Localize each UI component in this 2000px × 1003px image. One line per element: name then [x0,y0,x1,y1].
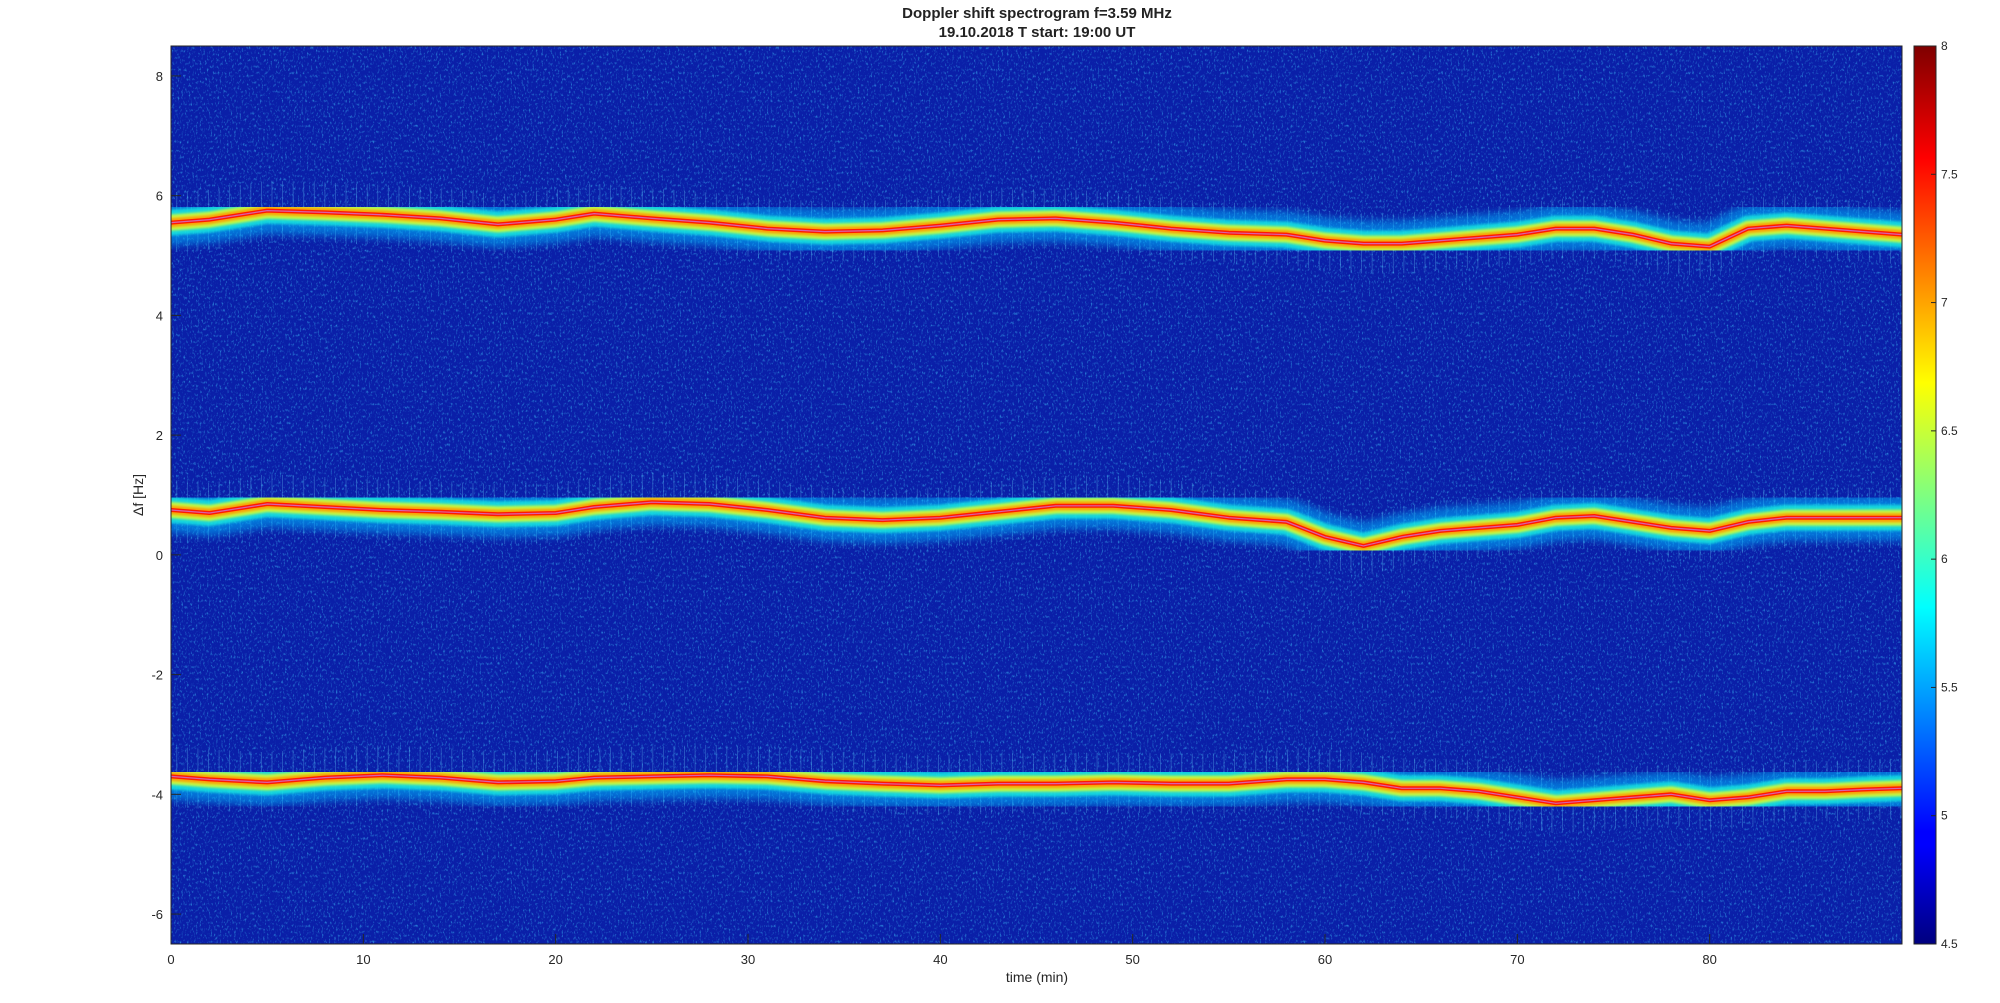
colorbar-tick-label: 4.5 [1941,937,1958,951]
y-tick-label: 0 [156,548,163,563]
y-tick-label: -6 [151,907,163,922]
colorbar-gradient [1913,45,1937,945]
y-tick-label: -2 [151,668,163,683]
plot-area [170,45,1903,945]
colorbar-tick-label: 6.5 [1941,424,1958,438]
x-tick-label: 40 [933,952,947,967]
doppler-trace-3 [171,752,1902,827]
x-tick-label: 60 [1318,952,1332,967]
y-tick-label: -4 [151,787,163,802]
y-tick-label: 2 [156,428,163,443]
colorbar: 4.5 5 5.5 6 6.5 7 7.5 8 [1913,39,1958,951]
x-axis-label: time (min) [1006,969,1068,985]
y-axis: -6 -4 -2 0 2 4 6 8 [151,69,181,922]
plot-frame [170,45,1903,945]
doppler-trace-1 [171,187,1902,270]
y-tick-label: 4 [156,308,163,323]
colorbar-tick-label: 8 [1941,39,1948,53]
doppler-trace-2 [171,479,1902,569]
x-tick-label: 50 [1125,952,1139,967]
colorbar-tick-label: 7.5 [1941,167,1958,181]
x-tick-label: 30 [741,952,755,967]
y-tick-label: 8 [156,69,163,84]
colorbar-tick-label: 6 [1941,552,1948,566]
y-axis-label: Δf [Hz] [130,474,146,516]
x-tick-label: 20 [548,952,562,967]
y-tick-label: 6 [156,189,163,204]
x-tick-label: 80 [1702,952,1716,967]
colorbar-tick-label: 7 [1941,296,1948,310]
colorbar-tick-label: 5.5 [1941,680,1958,694]
x-axis: 0 10 20 30 40 50 60 70 80 [167,934,1717,967]
x-tick-label: 70 [1510,952,1524,967]
chart-subtitle: 19.10.2018 T start: 19:00 UT [939,24,1136,41]
x-tick-label: 10 [356,952,370,967]
x-tick-label: 0 [167,952,174,967]
colorbar-tick-label: 5 [1941,809,1948,823]
chart-title: Doppler shift spectrogram f=3.59 MHz [902,5,1172,22]
